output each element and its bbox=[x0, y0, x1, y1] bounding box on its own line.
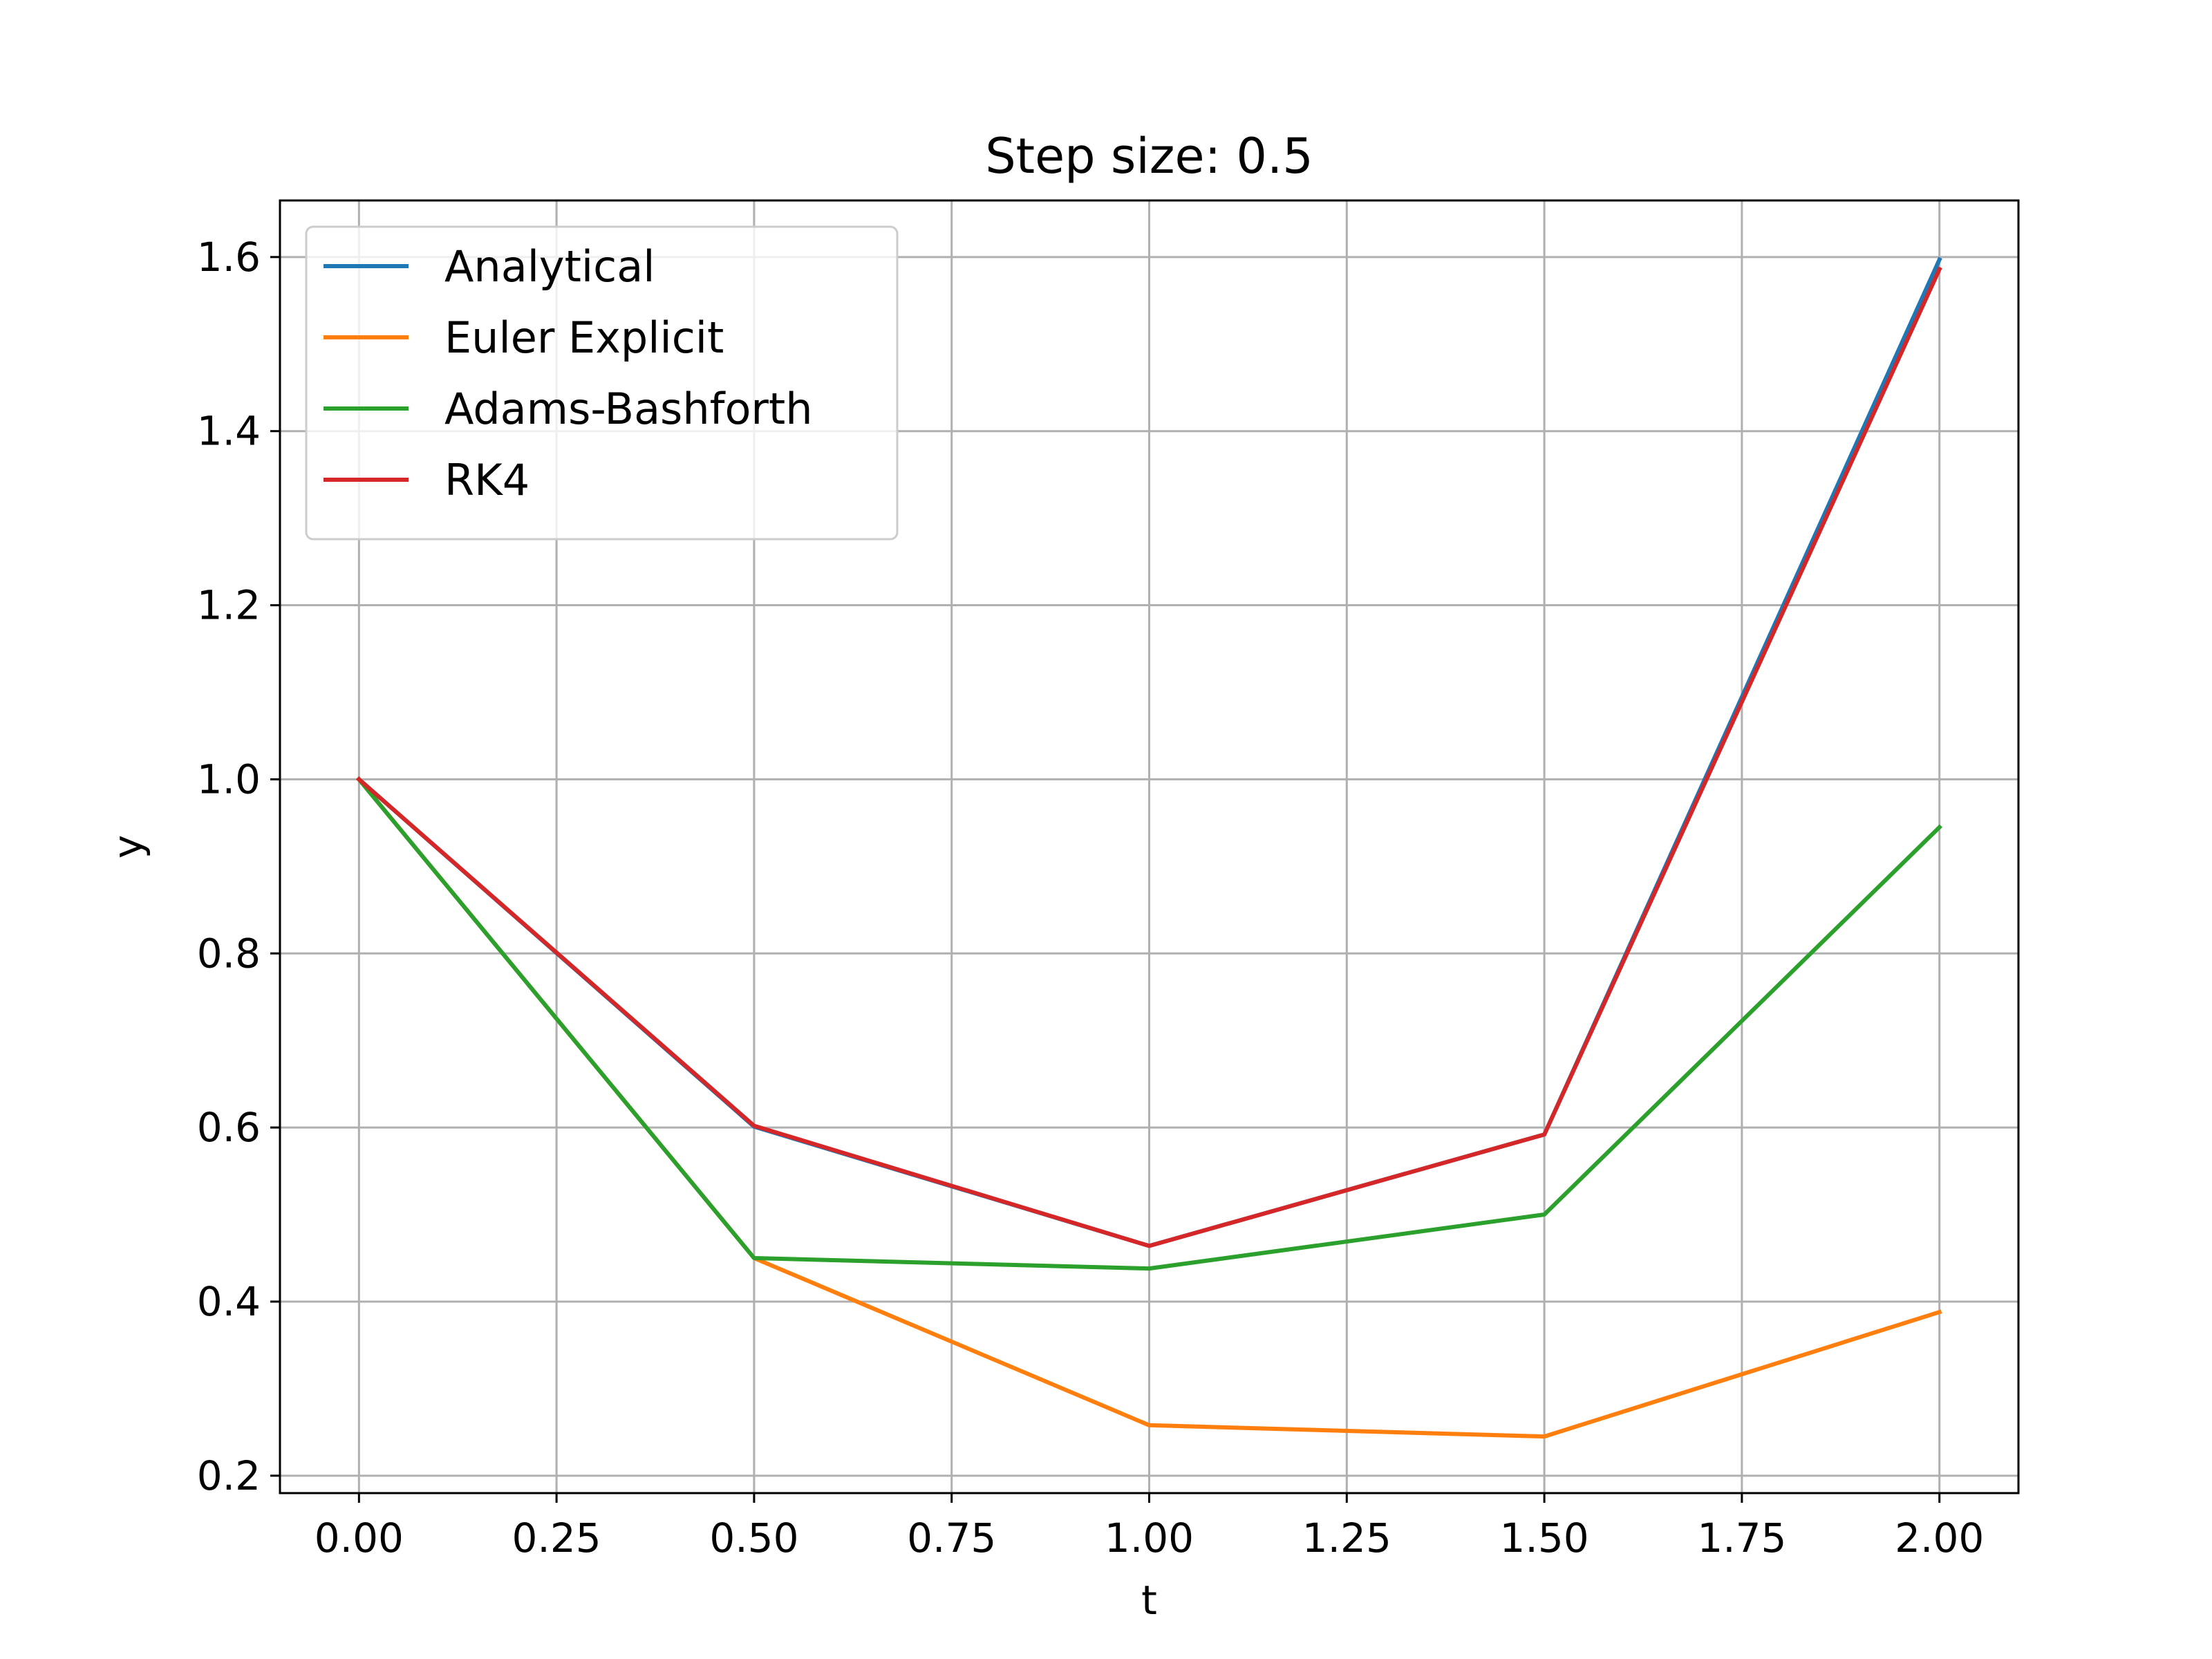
x-tick-label: 1.00 bbox=[1105, 1515, 1194, 1562]
y-tick-label: 1.6 bbox=[197, 234, 261, 281]
y-tick-label: 0.6 bbox=[197, 1104, 261, 1151]
x-tick-label: 1.75 bbox=[1697, 1515, 1786, 1562]
legend-entry-label: Euler Explicit bbox=[444, 312, 724, 363]
y-tick-label: 1.4 bbox=[197, 408, 261, 455]
legend-entry-label: RK4 bbox=[444, 455, 529, 505]
x-tick-label: 2.00 bbox=[1895, 1515, 1984, 1562]
x-tick-label: 0.75 bbox=[907, 1515, 996, 1562]
y-tick-label: 0.4 bbox=[197, 1278, 261, 1325]
x-axis-label: t bbox=[1141, 1577, 1157, 1624]
y-tick-label: 0.8 bbox=[197, 930, 261, 977]
x-tick-label: 0.25 bbox=[512, 1515, 601, 1562]
y-tick-label: 1.0 bbox=[197, 756, 261, 803]
x-tick-label: 1.50 bbox=[1500, 1515, 1589, 1562]
y-tick-label: 0.2 bbox=[197, 1452, 261, 1499]
chart-title: Step size: 0.5 bbox=[985, 128, 1313, 185]
series-layer bbox=[356, 256, 1942, 1439]
x-tick-label: 0.00 bbox=[315, 1515, 404, 1562]
y-axis-label: y bbox=[104, 835, 151, 859]
series-line-adams-bashforth bbox=[356, 776, 1942, 1271]
series-line-rk4 bbox=[356, 266, 1942, 1248]
x-tick-label: 0.50 bbox=[709, 1515, 798, 1562]
y-tick-label: 1.2 bbox=[197, 582, 261, 629]
legend-entry-label: Analytical bbox=[444, 241, 655, 292]
legend: Analytical Euler Explicit Adams-Bashforth R… bbox=[305, 225, 899, 541]
legend-entry-label: Adams-Bashforth bbox=[444, 384, 813, 434]
legend-box bbox=[305, 225, 899, 541]
x-tick-label: 1.25 bbox=[1302, 1515, 1391, 1562]
tick-layer: 0.00 0.25 0.50 0.75 1.00 1.25 1.50 1.75 2.00 0.2 0… bbox=[197, 234, 1985, 1562]
